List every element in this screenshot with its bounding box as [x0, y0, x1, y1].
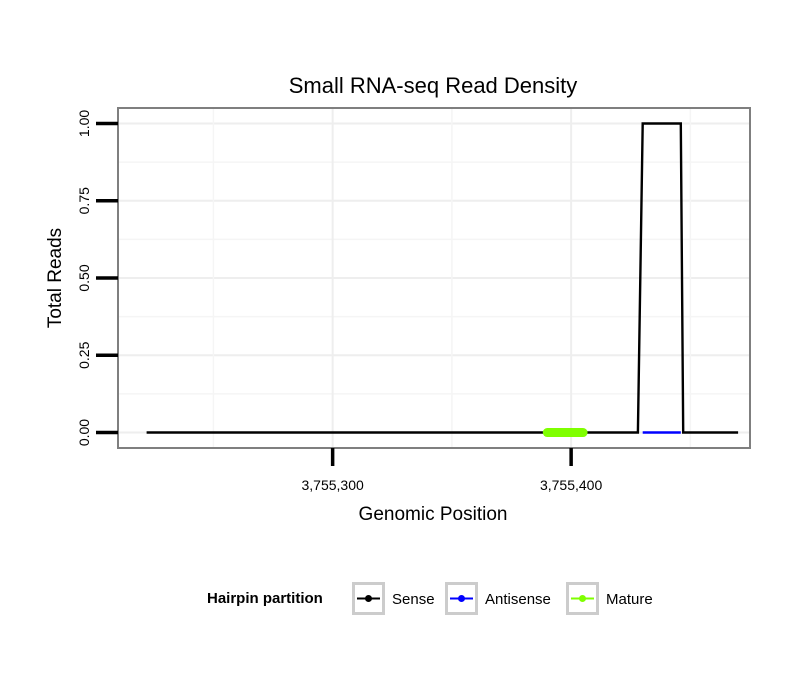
legend-point-mature: [579, 595, 586, 602]
legend: Hairpin partition Sense Antisense Mature: [207, 582, 653, 615]
legend-title: Hairpin partition: [207, 590, 323, 607]
y-tick-label-3: 0.75: [76, 187, 92, 214]
series-mature-cap-end: [578, 428, 588, 438]
x-tick-label-1: 3,755,400: [540, 477, 602, 493]
legend-point-antisense: [458, 595, 465, 602]
series-mature-cap-start: [542, 428, 552, 438]
legend-label-mature: Mature: [606, 591, 653, 608]
y-tick-label-0: 0.00: [76, 419, 92, 446]
legend-point-sense: [365, 595, 372, 602]
legend-label-sense: Sense: [392, 591, 435, 608]
legend-entries: Sense Antisense Mature: [352, 582, 653, 615]
x-axis-label: Genomic Position: [359, 504, 508, 525]
y-axis-ticks: 0.00 0.25 0.50 0.75 1.00: [76, 110, 118, 446]
y-tick-label-1: 0.25: [76, 341, 92, 368]
chart-title: Small RNA-seq Read Density: [289, 73, 578, 98]
y-tick-label-4: 1.00: [76, 110, 92, 137]
data-series: [146, 122, 739, 438]
y-tick-label-2: 0.50: [76, 264, 92, 291]
x-axis-ticks: 3,755,300 3,755,400: [301, 448, 602, 493]
grid-lines: [118, 108, 750, 448]
y-axis-label: Total Reads: [45, 228, 66, 328]
legend-label-antisense: Antisense: [485, 591, 551, 608]
x-tick-label-0: 3,755,300: [301, 477, 363, 493]
